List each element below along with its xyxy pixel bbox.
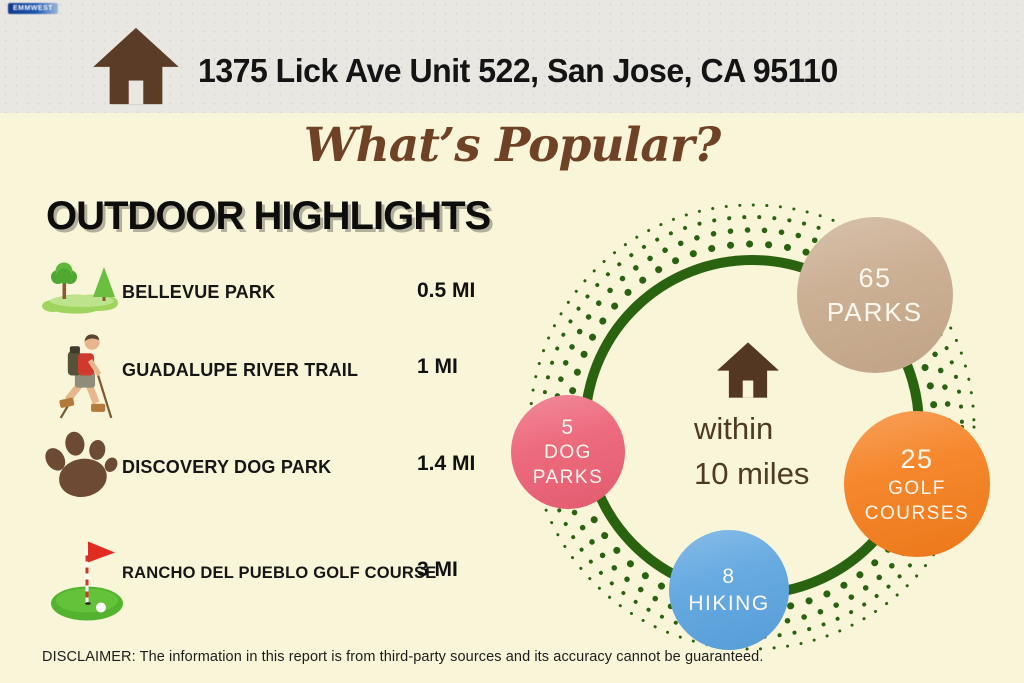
highlight-distance: 3 MI bbox=[417, 558, 458, 581]
highlight-name: RANCHO DEL PUEBLO GOLF COURSE bbox=[122, 564, 437, 582]
section-heading: OUTDOOR HIGHLIGHTS bbox=[46, 194, 491, 238]
paw-icon bbox=[45, 431, 118, 498]
house-icon bbox=[93, 27, 179, 105]
highlight-name: BELLEVUE PARK bbox=[122, 282, 276, 302]
park-icon bbox=[42, 262, 118, 314]
highlight-name: GUADALUPE RIVER TRAIL bbox=[122, 360, 359, 380]
bubble-hiking: 8 HIKING bbox=[669, 530, 789, 650]
bubble-value: 5 bbox=[561, 415, 575, 439]
header-band bbox=[0, 0, 1024, 113]
disclaimer-text: DISCLAIMER: The information in this repo… bbox=[42, 649, 764, 665]
bubble-value: 25 bbox=[900, 443, 934, 474]
highlight-distance: 1.4 MI bbox=[417, 452, 476, 475]
hiker-icon bbox=[59, 334, 113, 419]
bubble-label: PARKS bbox=[826, 296, 924, 327]
bubble-parks: 65 PARKS bbox=[797, 217, 953, 373]
bubble-value: 65 bbox=[858, 262, 892, 293]
bubble-label: DOG bbox=[544, 441, 592, 463]
bubble-dog-parks: 5 DOG PARKS bbox=[511, 395, 625, 509]
radius-caption: within 10 miles bbox=[694, 406, 809, 496]
highlight-name: DISCOVERY DOG PARK bbox=[122, 457, 332, 477]
highlight-distance: 1 MI bbox=[417, 355, 458, 378]
bubble-label: COURSES bbox=[864, 502, 970, 524]
highlight-distance: 0.5 MI bbox=[417, 279, 476, 302]
bubble-value: 8 bbox=[722, 564, 736, 588]
brand-logo-text: EMMWEST bbox=[12, 5, 54, 12]
house-icon bbox=[717, 342, 779, 398]
bubble-label: GOLF bbox=[888, 477, 946, 499]
brand-logo: EMMWEST bbox=[8, 3, 58, 14]
page-title: What’s Popular? bbox=[303, 118, 721, 173]
golf-flag-icon bbox=[51, 541, 123, 621]
bubble-label: HIKING bbox=[688, 592, 770, 615]
property-address: 1375 Lick Ave Unit 522, San Jose, CA 951… bbox=[198, 52, 838, 89]
bubble-label: PARKS bbox=[532, 466, 604, 488]
radius-caption-line1: within bbox=[694, 411, 774, 446]
radius-caption-line2: 10 miles bbox=[694, 456, 810, 491]
bubble-golf-courses: 25 GOLF COURSES bbox=[844, 411, 990, 557]
